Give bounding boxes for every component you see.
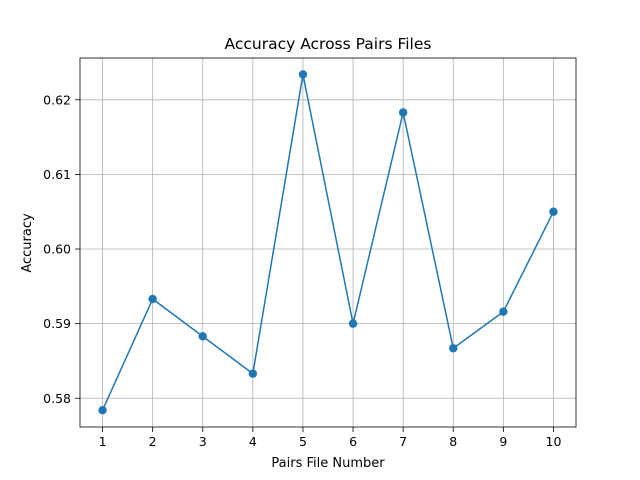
axes — [79, 57, 577, 428]
series-line — [101, 73, 555, 411]
tick-labels: 1 2 3 4 5 6 7 8 9 10 0.58 0.59 0.60 0.61 0.62 — [43, 92, 561, 449]
x-tick-label: 8 — [449, 434, 457, 449]
y-tick-label: 0.62 — [43, 92, 71, 107]
tick-marks — [75, 99, 554, 432]
data-point — [398, 108, 408, 117]
x-tick-label: 9 — [499, 434, 507, 449]
x-tick-label: 7 — [399, 434, 407, 449]
x-tick-label: 3 — [199, 434, 207, 449]
x-tick-label: 10 — [546, 434, 562, 449]
y-tick-label: 0.60 — [43, 242, 71, 257]
x-tick-label: 2 — [149, 434, 157, 449]
x-tick-label: 1 — [99, 434, 107, 449]
y-axis-label: Accuracy — [20, 213, 35, 273]
x-tick-label: 6 — [349, 434, 357, 449]
y-tick-label: 0.58 — [43, 391, 71, 406]
plot-frame — [79, 57, 577, 428]
x-tick-label: 4 — [249, 434, 257, 449]
data-point — [549, 207, 558, 216]
data-point — [298, 70, 308, 79]
data-point — [449, 344, 458, 353]
data-point — [248, 369, 258, 378]
data-point — [98, 406, 107, 415]
x-tick-label: 5 — [299, 434, 307, 449]
y-tick-label: 0.59 — [43, 316, 71, 331]
series-accuracy — [98, 70, 558, 415]
data-point — [198, 332, 207, 341]
data-point — [499, 307, 508, 316]
x-axis-label: Pairs File Number — [271, 456, 385, 471]
data-point — [148, 294, 157, 304]
y-tick-label: 0.61 — [43, 167, 71, 182]
chart-title: Accuracy Across Pairs Files — [225, 35, 432, 53]
data-point — [348, 319, 358, 328]
grid-lines — [80, 58, 576, 427]
